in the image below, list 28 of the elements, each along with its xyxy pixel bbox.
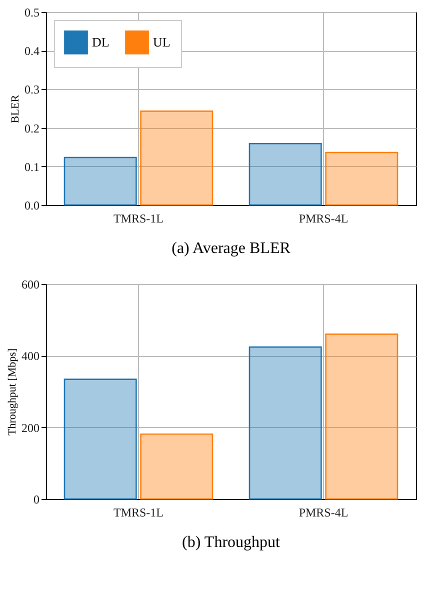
legend-label: DL [92, 34, 110, 50]
bar [325, 152, 398, 206]
bar [64, 378, 137, 500]
y-tick-label: 600 [22, 278, 40, 292]
y-tick-label: 0.4 [24, 44, 40, 58]
text: (b) Throughput [182, 534, 281, 551]
x-tick-label: TMRS-1L [113, 212, 164, 226]
y-tick-label: 0.0 [24, 198, 40, 212]
bar [140, 433, 214, 500]
text: (a) Average BLER [172, 240, 291, 257]
y-tick-label: 0 [34, 492, 40, 506]
bar [248, 142, 322, 206]
bar [140, 110, 214, 206]
x-tick-label: PMRS-4L [298, 506, 348, 520]
bar [325, 334, 398, 500]
y-axis-title: Throughput [Mbps] [6, 348, 18, 436]
y-axis-title: BLER [10, 94, 22, 124]
y-tick-label: 0.2 [24, 121, 40, 136]
x-tick-label: TMRS-1L [113, 506, 164, 520]
y-tick-label: 400 [22, 349, 40, 364]
y-tick-label: 200 [22, 420, 40, 435]
bar [248, 346, 322, 500]
bar [64, 156, 137, 206]
y-tick-label: 0.3 [24, 82, 40, 97]
legend-label: UL [153, 34, 170, 50]
y-tick-label: 0.5 [24, 6, 40, 20]
x-tick-label: PMRS-4L [298, 212, 348, 226]
y-tick-label: 0.1 [24, 160, 40, 174]
